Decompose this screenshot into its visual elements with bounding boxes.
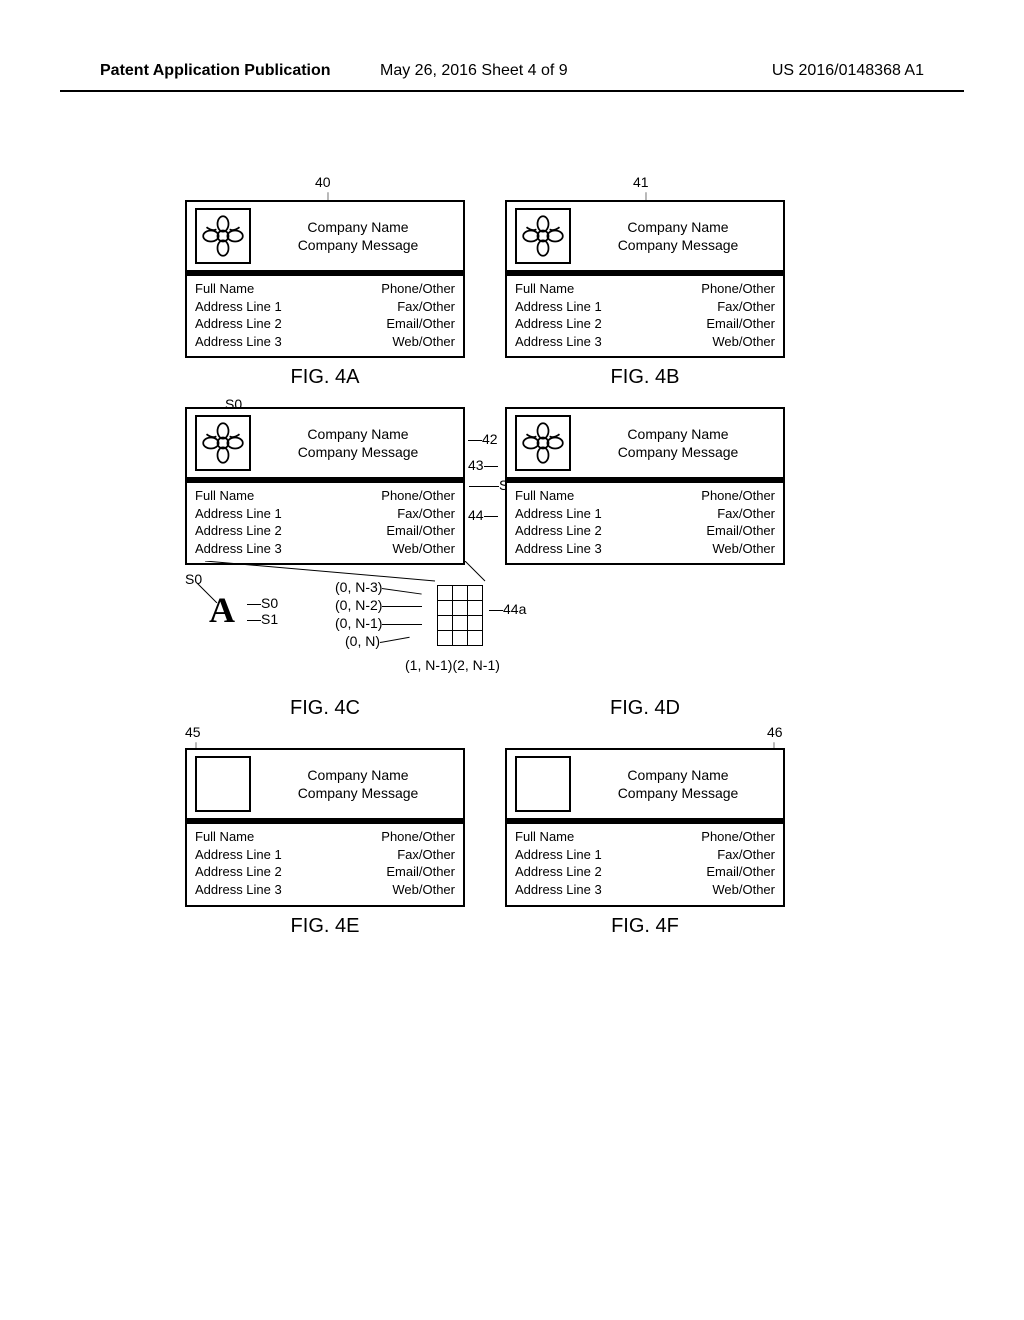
full-name: Full Name (195, 280, 282, 298)
addr3: Address Line 3 (195, 881, 282, 899)
header-mid: May 26, 2016 Sheet 4 of 9 (380, 62, 568, 80)
card-4a: Company Name Company Message Full Name A… (185, 200, 465, 358)
ref-40-text: 40 (315, 174, 331, 190)
addr3: Address Line 3 (515, 540, 602, 558)
company-message: Company Message (261, 443, 455, 461)
addr2: Address Line 2 (195, 863, 282, 881)
flower-logo-icon (515, 415, 571, 471)
addr3: Address Line 3 (515, 881, 602, 899)
flower-logo-icon (515, 208, 571, 264)
phone: Phone/Other (381, 828, 455, 846)
fax: Fax/Other (701, 298, 775, 316)
company-name: Company Name (581, 766, 775, 784)
company-name: Company Name (581, 218, 775, 236)
addr2: Address Line 2 (515, 315, 602, 333)
header-rule (60, 90, 964, 92)
card-4c: Company Name Company Message Full Name A… (185, 407, 465, 565)
flower-logo-icon (195, 415, 251, 471)
flower-icon (201, 214, 245, 258)
card-4b: Company Name Company Message Full Name A… (505, 200, 785, 358)
fig-4b-label: FIG. 4B (505, 366, 785, 389)
ref-43: 43 (468, 457, 498, 473)
email: Email/Other (381, 315, 455, 333)
addr2: Address Line 2 (515, 522, 602, 540)
figures-area: 40 ⏌ 41 ⏌ (185, 200, 785, 956)
header-right: US 2016/0148368 A1 (772, 62, 924, 80)
fig-4f-label: FIG. 4F (505, 915, 785, 938)
ref-42: 42 (468, 431, 498, 447)
card-4f: Company Name Company Message Full Name A… (505, 748, 785, 906)
row-ef: Company Name Company Message Full Name A… (185, 748, 785, 906)
ref-44: 44 (468, 507, 498, 523)
fax: Fax/Other (381, 505, 455, 523)
projection-lines-icon (185, 561, 525, 661)
fig-4e-label: FIG. 4E (185, 915, 465, 938)
company-message: Company Message (581, 236, 775, 254)
addr1: Address Line 1 (515, 298, 602, 316)
fax: Fax/Other (381, 846, 455, 864)
patent-page: Patent Application Publication May 26, 2… (0, 0, 1024, 1320)
row-cd: Company Name Company Message Full Name A… (185, 407, 785, 565)
fig-4c-label: FIG. 4C (185, 697, 465, 720)
addr2: Address Line 2 (195, 315, 282, 333)
empty-logo-box (515, 756, 571, 812)
addr2: Address Line 2 (195, 522, 282, 540)
fax: Fax/Other (701, 846, 775, 864)
web: Web/Other (701, 333, 775, 351)
company-name: Company Name (261, 425, 455, 443)
company-name: Company Name (261, 766, 455, 784)
addr1: Address Line 1 (195, 298, 282, 316)
addr1: Address Line 1 (195, 505, 282, 523)
web: Web/Other (381, 540, 455, 558)
header-left: Patent Application Publication (100, 62, 331, 80)
enlargement-4c: S0 A S0 S1 (0, N-3) (0, N-2) (0, N-1) (0… (185, 571, 785, 691)
company-message: Company Message (581, 784, 775, 802)
company-name: Company Name (581, 425, 775, 443)
fig-4a-label: FIG. 4A (185, 366, 465, 389)
row-ab: 40 ⏌ 41 ⏌ (185, 200, 785, 358)
email: Email/Other (701, 315, 775, 333)
full-name: Full Name (515, 280, 602, 298)
addr1: Address Line 1 (515, 505, 602, 523)
full-name: Full Name (515, 828, 602, 846)
company-message: Company Message (261, 784, 455, 802)
full-name: Full Name (195, 487, 282, 505)
web: Web/Other (701, 881, 775, 899)
email: Email/Other (701, 522, 775, 540)
phone: Phone/Other (381, 280, 455, 298)
phone: Phone/Other (381, 487, 455, 505)
empty-logo-box (195, 756, 251, 812)
flower-logo-icon (195, 208, 251, 264)
ref-41-text: 41 (633, 174, 649, 190)
company-name: Company Name (261, 218, 455, 236)
email: Email/Other (381, 863, 455, 881)
email: Email/Other (701, 863, 775, 881)
addr1: Address Line 1 (195, 846, 282, 864)
phone: Phone/Other (701, 828, 775, 846)
addr2: Address Line 2 (515, 863, 602, 881)
card-4d: Company Name Company Message Full Name A… (505, 407, 785, 565)
web: Web/Other (381, 333, 455, 351)
web: Web/Other (381, 881, 455, 899)
addr1: Address Line 1 (515, 846, 602, 864)
addr3: Address Line 3 (195, 333, 282, 351)
web: Web/Other (701, 540, 775, 558)
card-4e: Company Name Company Message Full Name A… (185, 748, 465, 906)
company-message: Company Message (581, 443, 775, 461)
addr3: Address Line 3 (195, 540, 282, 558)
phone: Phone/Other (701, 280, 775, 298)
full-name: Full Name (515, 487, 602, 505)
company-message: Company Message (261, 236, 455, 254)
phone: Phone/Other (701, 487, 775, 505)
fig-4d-label: FIG. 4D (505, 697, 785, 720)
fax: Fax/Other (701, 505, 775, 523)
email: Email/Other (381, 522, 455, 540)
addr3: Address Line 3 (515, 333, 602, 351)
full-name: Full Name (195, 828, 282, 846)
fax: Fax/Other (381, 298, 455, 316)
